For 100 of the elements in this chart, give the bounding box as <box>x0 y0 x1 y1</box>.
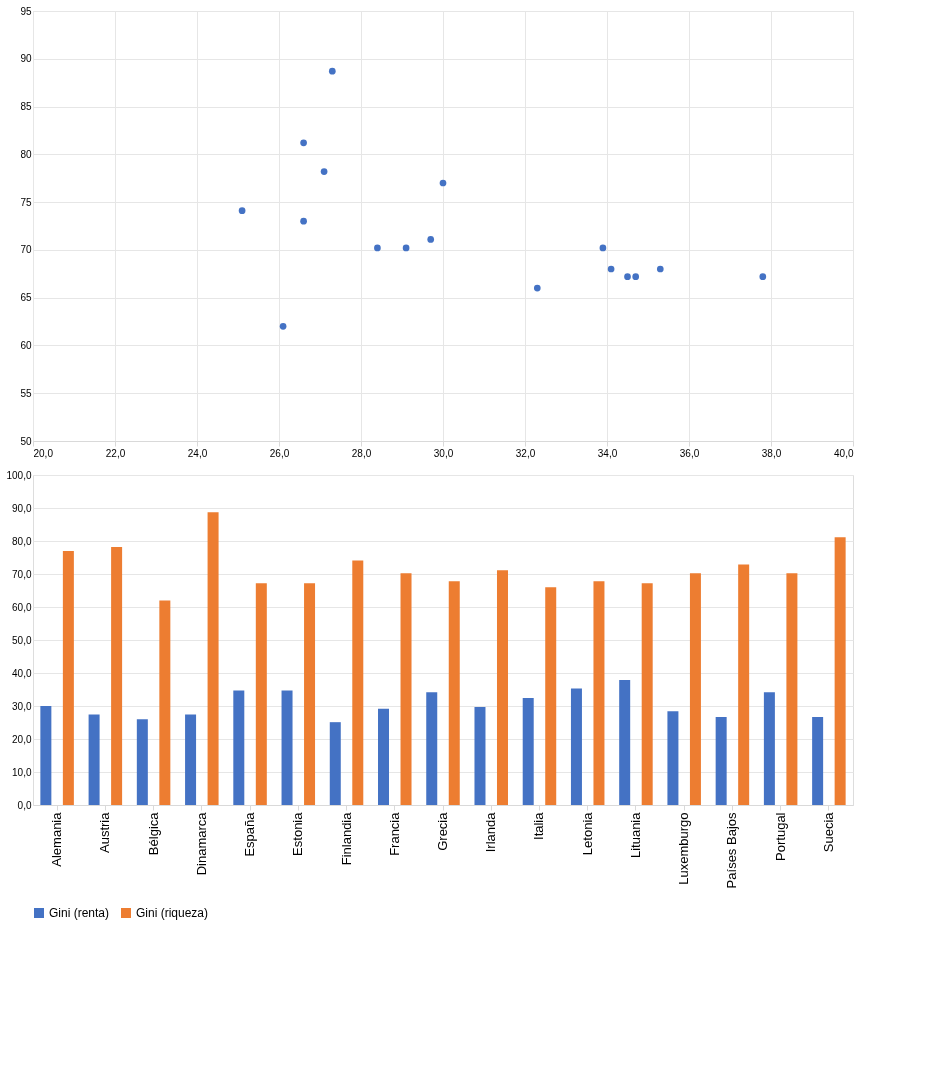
bar <box>738 564 750 805</box>
bar <box>496 570 508 805</box>
x-tick-label: Irlanda <box>483 811 499 853</box>
bar <box>159 600 171 805</box>
bar <box>400 573 412 805</box>
point <box>238 207 246 215</box>
bar <box>352 560 364 805</box>
y-tick-label: 90,0 <box>12 502 32 514</box>
x-tick-label: 38,0 <box>761 447 782 459</box>
bar <box>40 706 52 805</box>
x-tick-label: 32,0 <box>515 447 536 459</box>
x-tick-label: Grecia <box>435 811 450 851</box>
x-tick-label: Bélgica <box>145 811 161 856</box>
legend-label: Gini (riqueza) <box>136 906 209 920</box>
point <box>759 273 767 280</box>
x-tick-label: 24,0 <box>187 447 208 459</box>
point <box>300 217 307 225</box>
bar <box>62 550 74 805</box>
bar <box>667 711 679 805</box>
y-tick-label: 20,0 <box>12 733 32 745</box>
bar <box>593 581 605 805</box>
y-tick-label: 80 <box>20 148 32 160</box>
y-tick-label: 90 <box>20 53 32 65</box>
point <box>279 322 287 330</box>
bar <box>136 719 148 805</box>
bar <box>207 512 219 805</box>
bar <box>786 573 798 805</box>
x-tick-label: Italia <box>531 811 547 840</box>
y-tick-label: 55 <box>20 387 32 399</box>
y-tick-label: 65 <box>20 292 32 304</box>
x-tick-label: 34,0 <box>597 447 618 459</box>
x-tick-label: Luxemburgo <box>676 812 692 885</box>
x-tick-label: Suecia <box>820 811 836 853</box>
point <box>300 139 307 147</box>
x-tick-label: 20,0 <box>33 447 54 459</box>
point <box>402 244 410 252</box>
x-tick-label: Estonia <box>290 811 306 856</box>
bar <box>715 716 727 805</box>
bar <box>522 698 534 805</box>
x-tick-label: 22,0 <box>105 447 126 459</box>
bar <box>448 581 460 805</box>
bar <box>545 587 557 805</box>
x-tick-label: 30,0 <box>433 447 454 459</box>
point <box>320 168 328 175</box>
bar <box>329 722 341 805</box>
y-tick-label: 50 <box>20 435 32 447</box>
bar <box>281 690 293 805</box>
bar <box>426 692 438 805</box>
x-tick-label: Austria <box>97 811 113 853</box>
legend-label: Gini (renta) <box>49 906 110 920</box>
x-tick-label: 40,0 <box>834 447 854 459</box>
y-tick-label: 50,0 <box>12 634 32 646</box>
point <box>374 244 381 252</box>
y-tick-label: 30,0 <box>12 700 32 712</box>
x-tick-label: 28,0 <box>351 447 372 459</box>
bar <box>255 583 267 805</box>
bar <box>185 714 197 805</box>
bar <box>689 573 701 805</box>
bar <box>763 692 775 805</box>
y-tick-label: 60,0 <box>12 601 32 613</box>
point <box>624 273 631 280</box>
x-tick-label: 36,0 <box>679 447 700 459</box>
y-tick-label: 10,0 <box>12 766 32 778</box>
point <box>427 236 435 243</box>
point <box>439 179 447 187</box>
y-tick-label: 60 <box>20 339 32 351</box>
y-tick-label: 70 <box>20 244 32 256</box>
x-tick-label: Países Bajos <box>724 812 740 889</box>
bar <box>233 690 245 805</box>
x-tick-label: Alemania <box>49 811 65 867</box>
x-tick-label: Francia <box>386 811 402 856</box>
y-tick-label: 80,0 <box>12 535 32 547</box>
x-tick-label: Finlandia <box>338 811 354 866</box>
x-tick-label: Dinamarca <box>193 811 209 876</box>
y-tick-label: 100,0 <box>6 469 32 481</box>
point <box>632 273 640 280</box>
bar <box>619 679 631 805</box>
y-tick-label: 75 <box>20 196 32 208</box>
bar <box>304 583 316 805</box>
point <box>656 265 664 273</box>
x-tick-label: 26,0 <box>269 447 290 459</box>
x-tick-label: España <box>242 811 258 857</box>
x-tick-label: Letonia <box>579 811 595 856</box>
bar <box>111 546 123 805</box>
y-tick-label: 85 <box>20 101 32 113</box>
point <box>328 67 336 75</box>
bar <box>834 537 846 805</box>
bar <box>570 688 582 805</box>
y-tick-label: 70,0 <box>12 568 32 580</box>
point <box>599 244 607 252</box>
bar <box>641 583 653 805</box>
y-tick-label: 95 <box>20 5 32 17</box>
y-tick-label: 0,0 <box>17 799 32 811</box>
point <box>533 284 541 292</box>
bar <box>88 714 100 805</box>
x-tick-label: Lituania <box>627 811 643 859</box>
point <box>607 265 615 273</box>
bar <box>812 716 824 805</box>
x-tick-label: Portugal <box>772 812 788 861</box>
y-tick-label: 40,0 <box>12 667 32 679</box>
